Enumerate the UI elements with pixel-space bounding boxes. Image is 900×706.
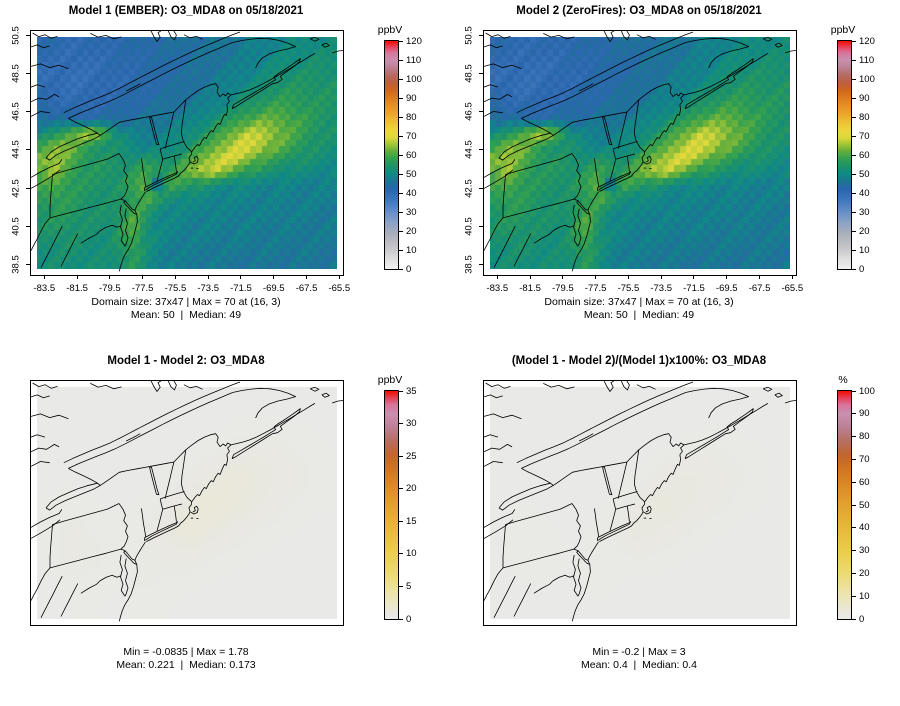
stats-line-1: Domain size: 37x47 | Max = 70 at (16, 3) [91,296,281,308]
map-plot-area: -83.5 -81.5 -79.5 -77.5 -75.5 -73.5 -71.5 -69.5… [463,25,804,294]
stats-line-1: Domain size: 37x47 | Max = 70 at (16, 3) [544,296,734,308]
colorbar-gradient [384,40,399,270]
map-plot-area: -83.5 -81.5 -79.5 -77.5 -75.5 -73.5 -71.5 -69.5… [10,25,351,294]
colorbar: % 0 10 20 30 40 50 60 70 80 90 100 [837,374,875,625]
colorbar-gradient [837,390,852,620]
map-raster [37,387,337,619]
panel-model1: Model 1 (EMBER): O3_MDA8 on 05/18/2021 -… [0,0,450,353]
colorbar-unit-label: ppbV [830,24,856,36]
panel-percent-difference: (Model 1 - Model 2)/(Model 1)x100%: O3_M… [453,350,900,703]
colorbar: ppbV 0 10 20 30 40 50 60 70 80 90 100 110 120 [831,24,875,275]
map-raster [37,37,337,269]
stats-line-1: Min = -0.2 | Max = 3 [592,646,686,658]
panel-title: Model 1 - Model 2: O3_MDA8 [107,355,265,367]
colorbar: ppbV 0 10 20 30 40 50 60 70 80 90 100 110 120 [378,24,422,275]
stats-line-2: Mean: 50 | Median: 49 [583,309,695,321]
colorbar-gradient [837,40,852,270]
stats-line-2: Mean: 0.221 | Median: 0.173 [116,659,256,671]
panel-difference: Model 1 - Model 2: O3_MDA8 ppbV 0 5 10 15 20… [0,350,450,703]
colorbar-unit-label: ppbV [377,374,403,386]
map-plot-area [483,380,797,626]
colorbar-gradient [384,390,399,620]
colorbar-unit-label: % [838,374,848,386]
map-raster [490,387,790,619]
stats-line-2: Mean: 50 | Median: 49 [130,309,242,321]
colorbar-unit-label: ppbV [377,24,403,36]
stats-line-1: Min = -0.0835 | Max = 1.78 [123,646,249,658]
map-plot-area [30,380,344,626]
panel-model2: Model 2 (ZeroFires): O3_MDA8 on 05/18/20… [453,0,900,353]
panel-title: (Model 1 - Model 2)/(Model 1)x100%: O3_M… [511,355,767,367]
panel-title: Model 1 (EMBER): O3_MDA8 on 05/18/2021 [68,5,304,17]
stats-line-2: Mean: 0.4 | Median: 0.4 [581,659,697,671]
map-raster [490,37,790,269]
colorbar: ppbV 0 5 10 15 20 25 30 35 [378,374,417,625]
panel-title: Model 2 (ZeroFires): O3_MDA8 on 05/18/20… [516,5,762,17]
